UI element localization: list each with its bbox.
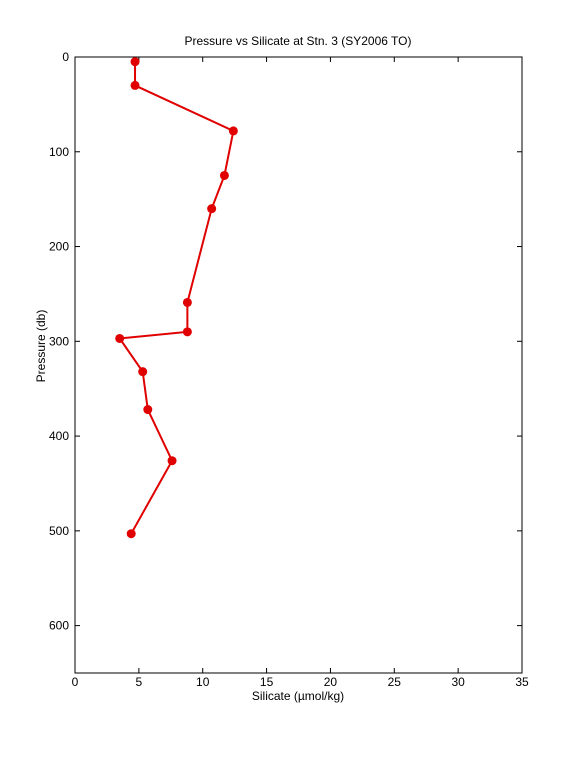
- y-axis-label: Pressure (db): [34, 310, 48, 383]
- data-point: [115, 333, 125, 343]
- data-point: [130, 57, 140, 67]
- plot-frame: [74, 56, 523, 674]
- y-tick-label: 500: [49, 524, 69, 538]
- y-tick-label: 600: [49, 619, 69, 633]
- data-point: [207, 204, 217, 214]
- x-tick-label: 15: [260, 675, 274, 689]
- data-point: [130, 80, 140, 90]
- data-point: [182, 297, 192, 307]
- y-tick-label: 400: [49, 429, 69, 443]
- chart-title: Pressure vs Silicate at Stn. 3 (SY2006 T…: [185, 34, 412, 48]
- x-tick-label: 30: [451, 675, 465, 689]
- y-tick-label: 200: [49, 240, 69, 254]
- data-point: [167, 456, 177, 466]
- y-tick-label: 100: [49, 145, 69, 159]
- x-tick-label: 10: [196, 675, 210, 689]
- data-point: [138, 367, 148, 377]
- data-point: [228, 126, 238, 136]
- y-tick-label: 300: [49, 334, 69, 348]
- x-tick-label: 5: [136, 675, 143, 689]
- data-point: [126, 529, 136, 539]
- data-point: [143, 405, 153, 415]
- x-tick-label: 35: [515, 675, 529, 689]
- x-tick-label: 25: [388, 675, 402, 689]
- x-tick-label: 20: [324, 675, 338, 689]
- data-point: [219, 170, 229, 180]
- x-tick-label: 0: [72, 675, 79, 689]
- data-point: [182, 327, 192, 337]
- x-axis-label: Silicate (µmol/kg): [252, 689, 344, 703]
- data-line: [117, 61, 235, 535]
- y-tick-label: 0: [62, 50, 69, 64]
